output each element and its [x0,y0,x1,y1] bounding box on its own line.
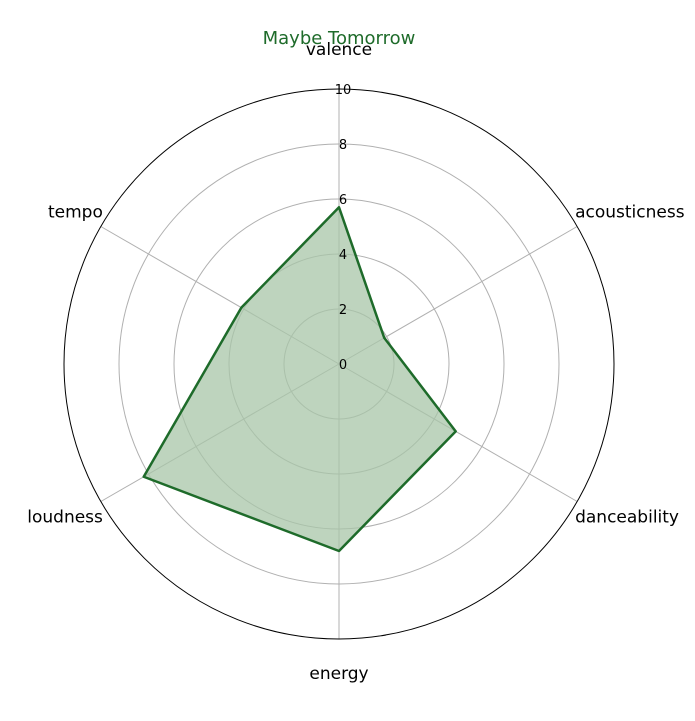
outer-frame [63,88,615,640]
chart-title: Maybe Tomorrow [263,28,416,49]
axis-label-energy: energy [309,664,368,684]
axis-label-loudness: loudness [27,508,103,528]
radial-tick-label: 6 [339,193,347,208]
radial-tick-labels: 0 2 4 6 8 10 [335,83,352,373]
radial-tick-label: 2 [339,303,347,318]
radial-tick-label: 8 [339,138,347,153]
series-fill [143,207,456,551]
series-area [142,206,457,553]
axis-label-acousticness: acousticness [575,203,685,223]
radial-tick-label: 10 [335,83,352,98]
axis-labels: valence acousticness danceability energy lou… [27,40,684,684]
axis-label-tempo: tempo [48,203,103,223]
series-line [142,206,457,553]
axis-label-valence: valence [306,40,372,60]
radial-tick-label: 4 [339,248,347,263]
radial-tick-label: 0 [339,358,347,373]
axis-label-danceability: danceability [575,508,679,528]
